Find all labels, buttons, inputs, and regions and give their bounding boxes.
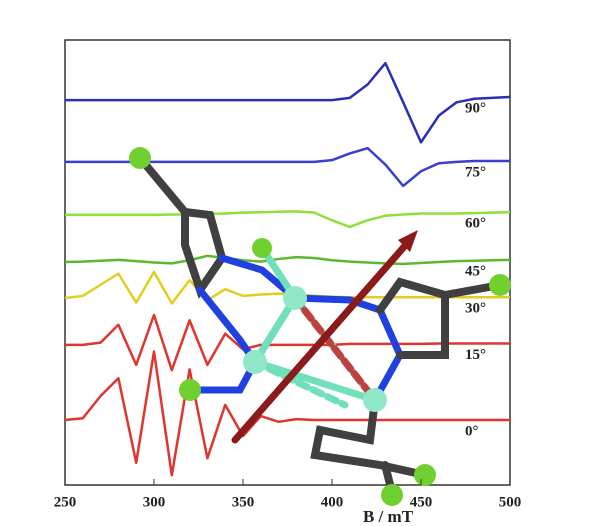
x-tick-label: 400 [321, 494, 344, 510]
trace [64, 350, 510, 477]
trace-label: 60° [465, 216, 486, 232]
traces [64, 61, 511, 477]
trace [65, 210, 511, 229]
trace-label: 30° [465, 301, 486, 317]
x-tick-label: 350 [232, 494, 255, 510]
trace-label: 90° [465, 100, 486, 116]
trace-label: 0° [465, 423, 479, 439]
trace [64, 254, 511, 266]
x-tick-label: 500 [499, 494, 522, 510]
x-axis-label: B / mT [363, 507, 414, 526]
plot-frame [64, 39, 511, 486]
trace-label: 15° [465, 347, 486, 363]
trace-label: 45° [465, 263, 486, 279]
trace [65, 61, 511, 144]
x-tick-label: 250 [54, 494, 77, 510]
molecule [129, 147, 511, 506]
x-tick-label: 450 [410, 494, 433, 510]
trace [65, 313, 510, 372]
trace-label: 75° [465, 164, 486, 180]
x-tick-label: 300 [143, 494, 166, 510]
